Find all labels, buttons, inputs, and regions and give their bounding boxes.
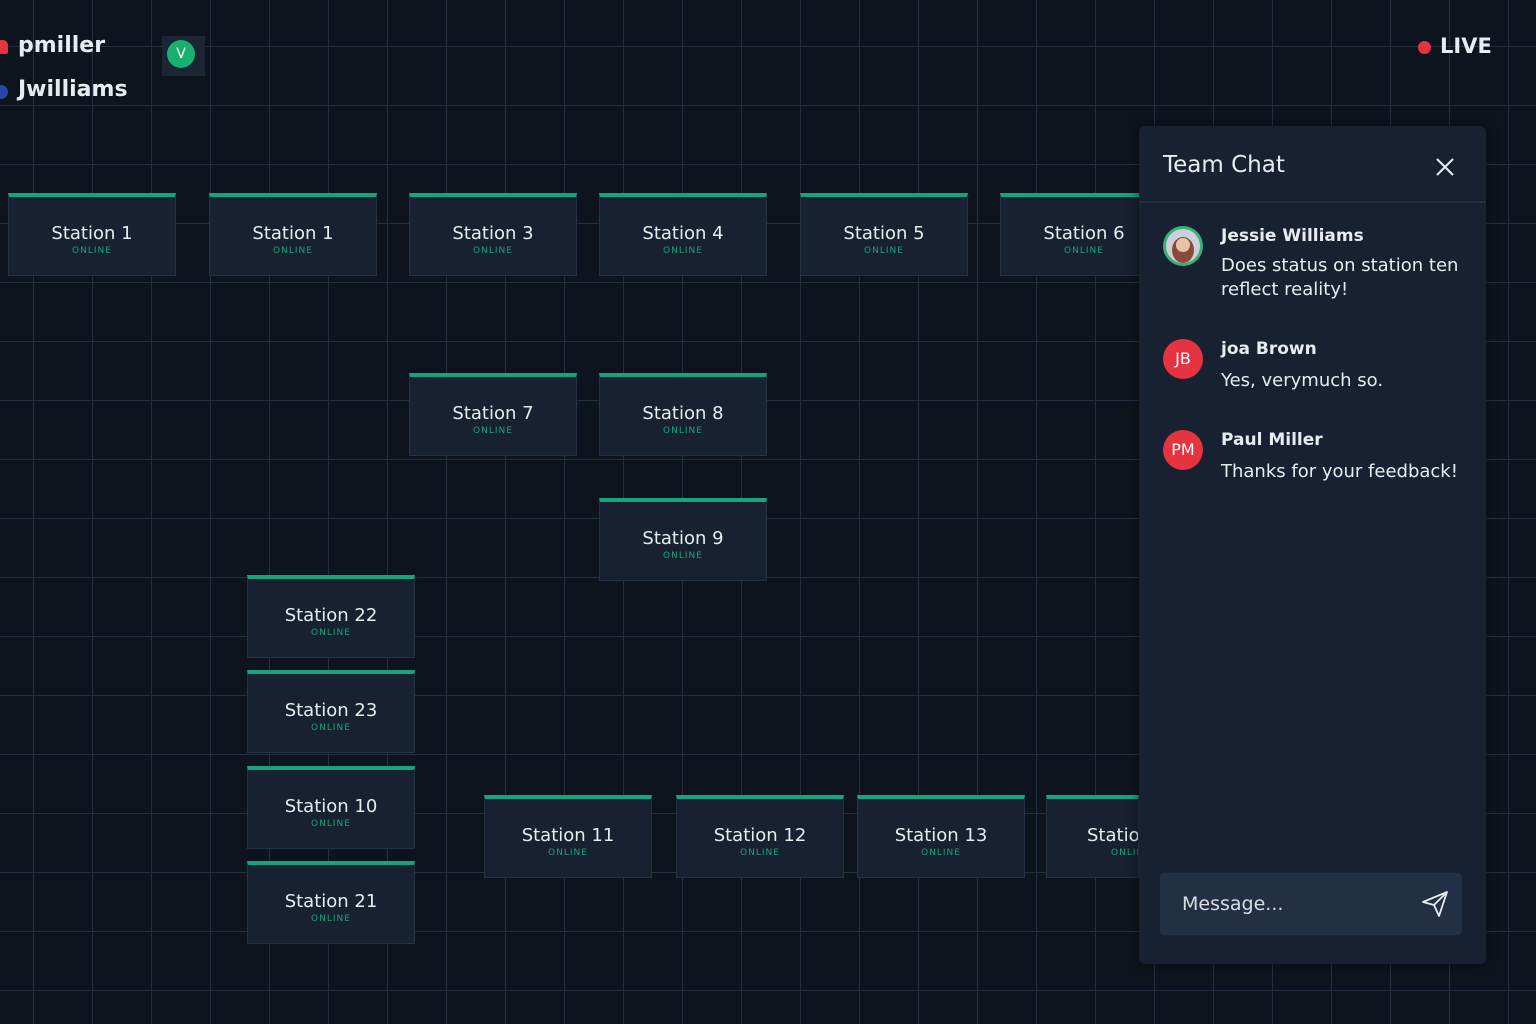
message-input[interactable]: Message... xyxy=(1160,873,1462,935)
station-name: Station 1 xyxy=(252,223,334,244)
station-status: ONLINE xyxy=(1064,246,1104,256)
station-name: Station 10 xyxy=(284,796,378,817)
avatar: JB xyxy=(1163,339,1203,379)
station-card[interactable]: Station 5 ONLINE xyxy=(800,193,968,276)
station-card[interactable]: Station 8 ONLINE xyxy=(599,373,767,456)
station-name: Station 22 xyxy=(284,605,378,626)
live-label: LIVE xyxy=(1440,34,1492,58)
station-status: ONLINE xyxy=(473,426,513,436)
station-status: ONLINE xyxy=(663,551,703,561)
station-status: ONLIN xyxy=(1111,848,1138,858)
station-card[interactable]: Statio ONLIN xyxy=(1046,795,1139,878)
chat-message: PM Paul Miller Thanks for your feedback! xyxy=(1163,430,1473,484)
station-card[interactable]: Station 23 ONLINE xyxy=(247,670,415,753)
badge: V xyxy=(167,40,195,68)
station-name: Station 11 xyxy=(521,825,615,846)
badge-box[interactable]: V xyxy=(162,36,205,76)
station-card[interactable]: Station 22 ONLINE xyxy=(247,575,415,658)
station-status: ONLINE xyxy=(473,246,513,256)
chat-title: Team Chat xyxy=(1163,152,1285,178)
message-text: Yes, verymuch so. xyxy=(1221,370,1384,391)
station-card[interactable]: Station 9 ONLINE xyxy=(599,498,767,581)
username[interactable]: Jwilliams xyxy=(18,77,128,102)
station-status: ONLINE xyxy=(311,914,351,924)
station-name: Station 13 xyxy=(894,825,988,846)
message-text: Does status on station ten reflect reali… xyxy=(1221,255,1459,300)
station-name: Station 7 xyxy=(452,403,534,424)
close-button[interactable] xyxy=(1435,157,1455,177)
user-icon xyxy=(0,40,8,54)
station-card[interactable]: Station 10 ONLINE xyxy=(247,766,415,849)
station-status: ONLINE xyxy=(864,246,904,256)
station-card[interactable]: Station 3 ONLINE xyxy=(409,193,577,276)
station-name: Statio xyxy=(1087,825,1139,846)
username[interactable]: pmiller xyxy=(18,33,106,58)
chat-message: JB joa Brown Yes, verymuch so. xyxy=(1163,339,1473,393)
station-name: Station 9 xyxy=(642,528,724,549)
station-status: ONLINE xyxy=(548,848,588,858)
station-card[interactable]: Station 1 ONLINE xyxy=(209,193,377,276)
avatar-photo xyxy=(1163,226,1203,266)
station-status: ONLINE xyxy=(921,848,961,858)
station-name: Station 1 xyxy=(51,223,133,244)
station-name: Station 8 xyxy=(642,403,724,424)
station-status: ONLINE xyxy=(311,628,351,638)
message-author: Paul Miller xyxy=(1221,430,1323,450)
chat-header: Team Chat xyxy=(1139,126,1486,203)
avatar-face xyxy=(1166,229,1200,263)
station-status: ONLINE xyxy=(663,246,703,256)
chat-panel: Team Chat Jessie Williams Does status on … xyxy=(1139,126,1486,964)
input-placeholder: Message... xyxy=(1182,893,1284,915)
live-dot xyxy=(1418,41,1431,54)
station-name: Station 5 xyxy=(843,223,925,244)
station-card[interactable]: Station 7 ONLINE xyxy=(409,373,577,456)
station-card[interactable]: Station 12 ONLINE xyxy=(676,795,844,878)
station-status: ONLINE xyxy=(311,723,351,733)
station-name: Station 4 xyxy=(642,223,724,244)
station-status: ONLINE xyxy=(273,246,313,256)
station-status: ONLINE xyxy=(663,426,703,436)
message-author: joa Brown xyxy=(1221,339,1317,359)
station-name: Station 3 xyxy=(452,223,534,244)
station-card[interactable]: Station 13 ONLINE xyxy=(857,795,1025,878)
send-button[interactable] xyxy=(1421,890,1449,918)
station-name: Station 12 xyxy=(713,825,807,846)
station-name: Station 21 xyxy=(284,891,378,912)
station-name: Station 6 xyxy=(1043,223,1125,244)
station-status: ONLINE xyxy=(740,848,780,858)
station-card[interactable]: Station 21 ONLINE xyxy=(247,861,415,944)
user-dot xyxy=(0,85,8,99)
message-author: Jessie Williams xyxy=(1221,226,1364,246)
station-status: ONLINE xyxy=(72,246,112,256)
station-card[interactable]: Station 4 ONLINE xyxy=(599,193,767,276)
chat-message: Jessie Williams Does status on station te… xyxy=(1163,226,1473,302)
avatar: PM xyxy=(1163,430,1203,470)
station-status: ONLINE xyxy=(311,819,351,829)
station-card[interactable]: Station 11 ONLINE xyxy=(484,795,652,878)
station-name: Station 23 xyxy=(284,700,378,721)
message-text: Thanks for your feedback! xyxy=(1221,461,1458,482)
station-card[interactable]: Station 1 ONLINE xyxy=(8,193,176,276)
